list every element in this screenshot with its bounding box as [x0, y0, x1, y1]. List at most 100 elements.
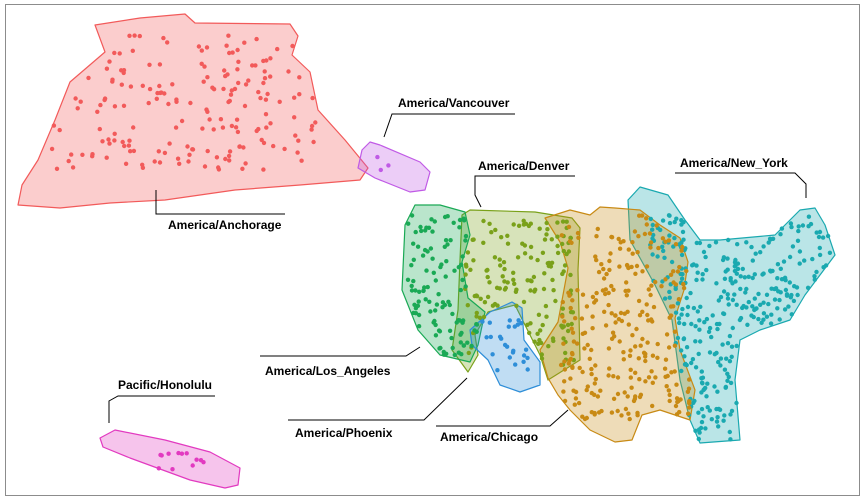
point-america-denver [535, 331, 540, 336]
point-america-anchorage [112, 131, 117, 136]
point-america-anchorage [123, 161, 129, 166]
point-america-vancouver [375, 154, 380, 160]
point-america-anchorage [258, 95, 263, 101]
point-america-new-york [723, 384, 729, 390]
point-america-los-angeles [448, 238, 453, 243]
point-america-phoenix [519, 321, 524, 326]
point-america-new-york [766, 240, 771, 245]
point-america-new-york [695, 270, 700, 275]
point-america-anchorage [119, 68, 124, 73]
point-america-new-york [704, 394, 709, 399]
point-america-los-angeles [465, 340, 470, 345]
point-america-new-york [814, 230, 819, 235]
point-america-phoenix [521, 353, 527, 358]
point-america-anchorage [271, 143, 276, 149]
point-america-denver [502, 279, 507, 284]
point-america-los-angeles [438, 345, 443, 351]
point-america-new-york [795, 238, 801, 243]
point-america-chicago [596, 410, 602, 415]
point-america-anchorage [127, 33, 132, 38]
point-america-chicago [582, 346, 587, 351]
point-america-chicago [595, 226, 600, 232]
point-america-anchorage [234, 117, 240, 122]
point-america-denver [528, 255, 534, 260]
point-america-new-york [725, 371, 730, 376]
point-america-anchorage [69, 152, 74, 157]
point-america-new-york [744, 286, 749, 292]
point-america-chicago [674, 382, 679, 387]
point-america-anchorage [246, 78, 251, 83]
point-america-anchorage [73, 96, 78, 101]
leader-line-america-phoenix [288, 377, 468, 421]
point-america-chicago [655, 341, 660, 347]
point-america-chicago [596, 269, 602, 275]
point-america-new-york [784, 293, 790, 298]
point-america-chicago [606, 373, 611, 378]
point-america-new-york [732, 268, 738, 274]
point-america-denver [505, 280, 510, 285]
point-america-new-york [730, 325, 735, 331]
point-america-chicago [619, 413, 624, 418]
point-america-new-york [791, 298, 797, 304]
point-america-new-york [732, 292, 737, 297]
point-america-new-york [783, 287, 789, 293]
leader-line-america-new-york [675, 172, 807, 198]
point-america-new-york [675, 301, 681, 306]
point-america-chicago [654, 223, 659, 228]
point-america-chicago [606, 290, 611, 296]
point-america-los-angeles [463, 284, 468, 289]
point-america-new-york [728, 412, 733, 417]
point-america-anchorage [220, 125, 226, 130]
point-america-chicago [637, 213, 642, 218]
point-america-chicago [649, 283, 654, 288]
point-america-new-york [675, 335, 681, 341]
label-america-denver: America/Denver [478, 159, 570, 173]
point-america-chicago [680, 244, 685, 250]
point-america-chicago [664, 384, 669, 389]
point-america-anchorage [310, 95, 315, 101]
point-america-los-angeles [447, 302, 452, 308]
point-america-los-angeles [423, 228, 428, 233]
point-america-denver [465, 303, 470, 308]
point-america-anchorage [242, 103, 248, 109]
point-america-chicago [569, 326, 574, 331]
point-america-los-angeles [458, 262, 464, 267]
point-america-new-york [679, 368, 684, 374]
point-america-chicago [587, 356, 592, 361]
point-america-anchorage [146, 100, 151, 106]
point-america-new-york [682, 354, 687, 359]
point-america-anchorage [161, 35, 166, 41]
point-america-los-angeles [411, 278, 416, 284]
point-america-new-york [751, 314, 756, 320]
point-america-new-york [795, 292, 800, 298]
point-america-new-york [684, 345, 690, 350]
point-america-new-york [694, 240, 699, 246]
point-america-denver [465, 250, 471, 255]
point-america-new-york [679, 312, 684, 317]
point-america-denver [511, 277, 516, 282]
point-america-new-york [752, 272, 757, 277]
region-america-vancouver [357, 141, 431, 193]
point-america-anchorage [263, 97, 269, 102]
point-america-new-york [714, 419, 720, 424]
point-america-anchorage [95, 109, 100, 115]
point-america-chicago [624, 280, 629, 285]
point-america-anchorage [110, 79, 115, 84]
point-america-denver [528, 288, 533, 293]
point-america-chicago [633, 271, 638, 276]
point-america-anchorage [211, 127, 216, 132]
point-america-anchorage [227, 50, 232, 56]
point-america-chicago [592, 392, 597, 397]
point-america-chicago [628, 348, 633, 353]
point-america-chicago [673, 242, 679, 247]
point-america-chicago [602, 309, 607, 314]
point-america-chicago [592, 381, 597, 386]
point-america-denver [565, 328, 571, 334]
point-america-new-york [779, 226, 785, 231]
point-america-new-york [782, 307, 788, 312]
point-america-chicago [677, 264, 682, 270]
point-america-denver [548, 264, 554, 269]
point-america-new-york [714, 350, 719, 356]
point-america-chicago [649, 369, 654, 374]
point-america-new-york [682, 321, 687, 327]
